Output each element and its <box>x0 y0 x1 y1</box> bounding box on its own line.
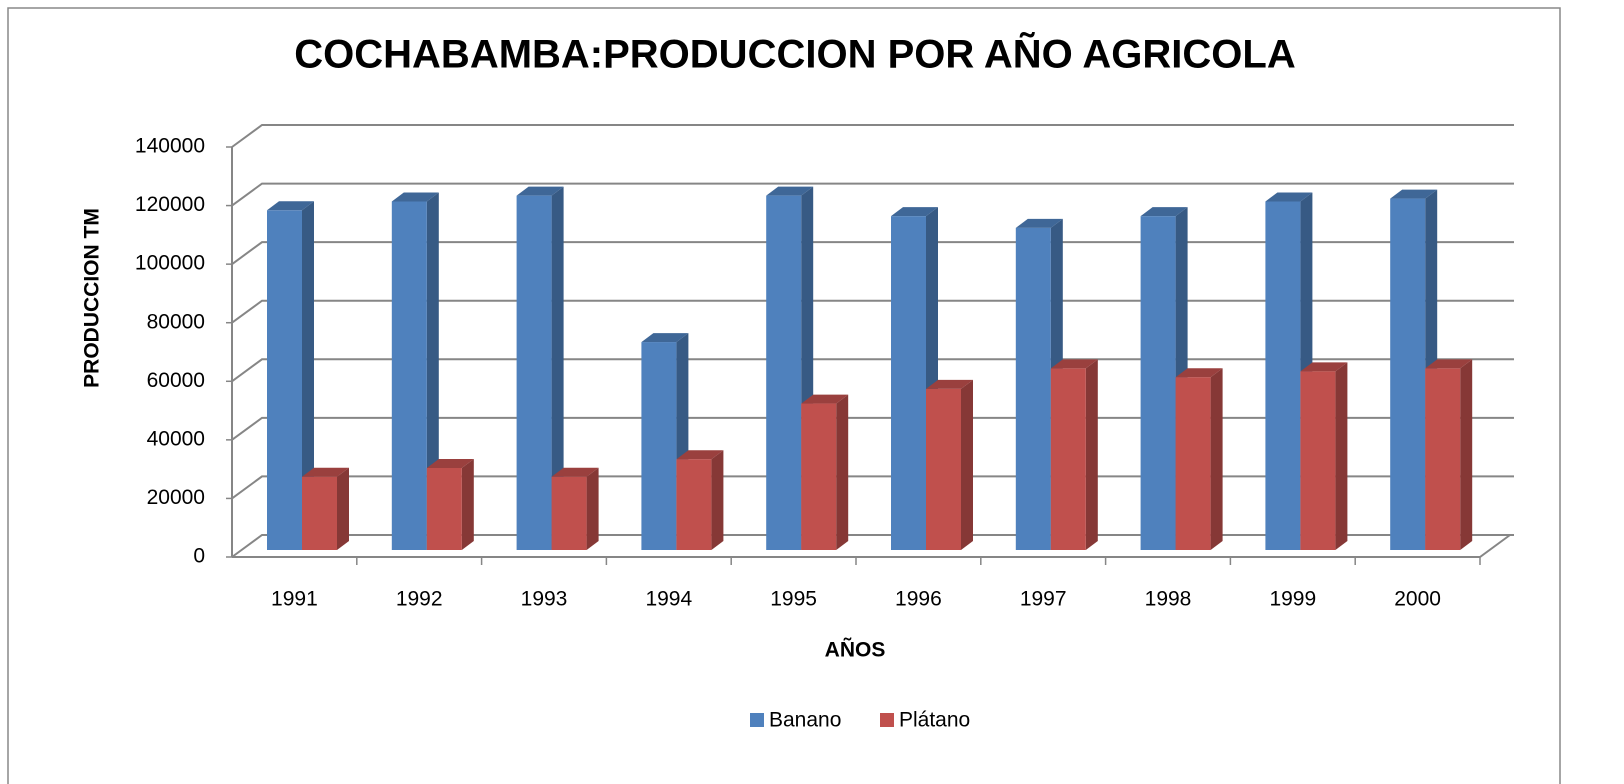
y-tick-label: 100000 <box>135 252 205 275</box>
bar-front <box>801 403 837 550</box>
grid-line <box>231 182 1514 207</box>
grid-line <box>231 299 1514 324</box>
y-tick-label: 120000 <box>135 193 205 216</box>
bar <box>391 192 439 550</box>
bar-front <box>302 476 337 550</box>
bar <box>891 207 938 550</box>
bar <box>302 467 349 550</box>
bar-top <box>426 459 474 468</box>
bar <box>801 394 849 550</box>
bar-top <box>801 394 849 404</box>
bar-side <box>711 450 724 550</box>
x-tick-label: 1999 <box>1269 588 1316 611</box>
bar-front <box>1015 227 1051 550</box>
bar-side <box>426 192 439 550</box>
bar-front <box>267 210 302 551</box>
grid-line <box>231 358 1514 383</box>
bar <box>426 459 474 550</box>
bar-top <box>766 186 814 196</box>
y-tick-label: 20000 <box>147 486 205 509</box>
bar-front <box>891 216 926 550</box>
bar-front <box>926 388 961 550</box>
bar-front <box>551 476 587 550</box>
bar-side <box>302 201 314 551</box>
bar-front <box>1300 371 1336 550</box>
bar-top <box>1140 207 1188 217</box>
bar-front <box>641 342 677 550</box>
bar <box>551 467 599 550</box>
bar-front <box>1265 201 1301 550</box>
bar-top <box>551 467 599 477</box>
bar-front <box>516 195 552 550</box>
bar-front <box>391 201 427 550</box>
bar-front <box>1140 216 1176 550</box>
x-tick-label: 1995 <box>770 588 817 611</box>
bar-front <box>426 468 462 550</box>
x-tick-label: 1996 <box>895 588 942 611</box>
bar-side <box>551 186 564 550</box>
bar-top <box>1425 359 1473 369</box>
bar-top <box>676 450 724 460</box>
bar-top <box>1050 359 1098 369</box>
legend-label: Banano <box>769 709 841 732</box>
x-tick-label: 1997 <box>1020 588 1067 611</box>
bar <box>1300 362 1348 550</box>
bar <box>1175 368 1223 550</box>
x-axis-title: AÑOS <box>825 639 886 662</box>
legend-swatch <box>880 713 894 727</box>
legend-label: Plátano <box>899 709 970 732</box>
bar-top <box>926 379 973 389</box>
y-tick-label: 80000 <box>147 310 205 333</box>
bar-side <box>1335 362 1348 550</box>
y-axis-title: PRODUCCION TM <box>81 208 104 388</box>
bar <box>267 201 314 551</box>
bar-front <box>766 195 802 550</box>
bar-front <box>676 459 712 550</box>
bar <box>926 379 973 550</box>
bar-side <box>961 379 973 550</box>
y-tick-label: 40000 <box>147 427 205 450</box>
bar-top <box>891 207 938 217</box>
bar-top <box>1175 368 1223 378</box>
bar-front <box>1050 368 1086 550</box>
bar-top <box>1265 192 1313 202</box>
bar-side <box>1460 359 1473 550</box>
x-tick-label: 1998 <box>1145 588 1192 611</box>
bar-top <box>1015 218 1063 228</box>
bar-top <box>267 201 314 211</box>
bar-top <box>302 467 349 477</box>
grid-line <box>231 124 1514 148</box>
bar-top <box>1300 362 1348 372</box>
bar <box>676 450 724 550</box>
x-tick-label: 1994 <box>645 588 692 611</box>
bar-top <box>641 333 689 343</box>
y-tick-label: 140000 <box>135 135 205 158</box>
chart-title: COCHABAMBA:PRODUCCION POR AÑO AGRICOLA <box>294 31 1295 77</box>
bar <box>1050 359 1098 550</box>
y-tick-label: 0 <box>193 545 205 568</box>
x-tick-label: 1992 <box>396 588 443 611</box>
bar-front <box>1390 198 1426 551</box>
x-tick-label: 1991 <box>271 588 318 611</box>
bar-front <box>1425 368 1461 550</box>
grid-line <box>231 241 1514 265</box>
bar-front <box>1175 377 1211 550</box>
legend-swatch <box>750 713 764 727</box>
bar-side <box>586 467 599 550</box>
y-tick-label: 60000 <box>147 369 205 392</box>
bar-side <box>836 394 849 550</box>
bar-side <box>1085 359 1098 550</box>
bar-top <box>391 192 439 202</box>
bar-side <box>1210 368 1223 550</box>
bar <box>516 186 564 550</box>
x-tick-label: 1993 <box>521 588 568 611</box>
x-tick-label: 2000 <box>1394 588 1441 611</box>
bar-top <box>516 186 564 196</box>
bar-side <box>461 459 474 550</box>
bar-side <box>337 467 349 550</box>
bar <box>1425 359 1473 550</box>
bar-top <box>1390 189 1438 199</box>
